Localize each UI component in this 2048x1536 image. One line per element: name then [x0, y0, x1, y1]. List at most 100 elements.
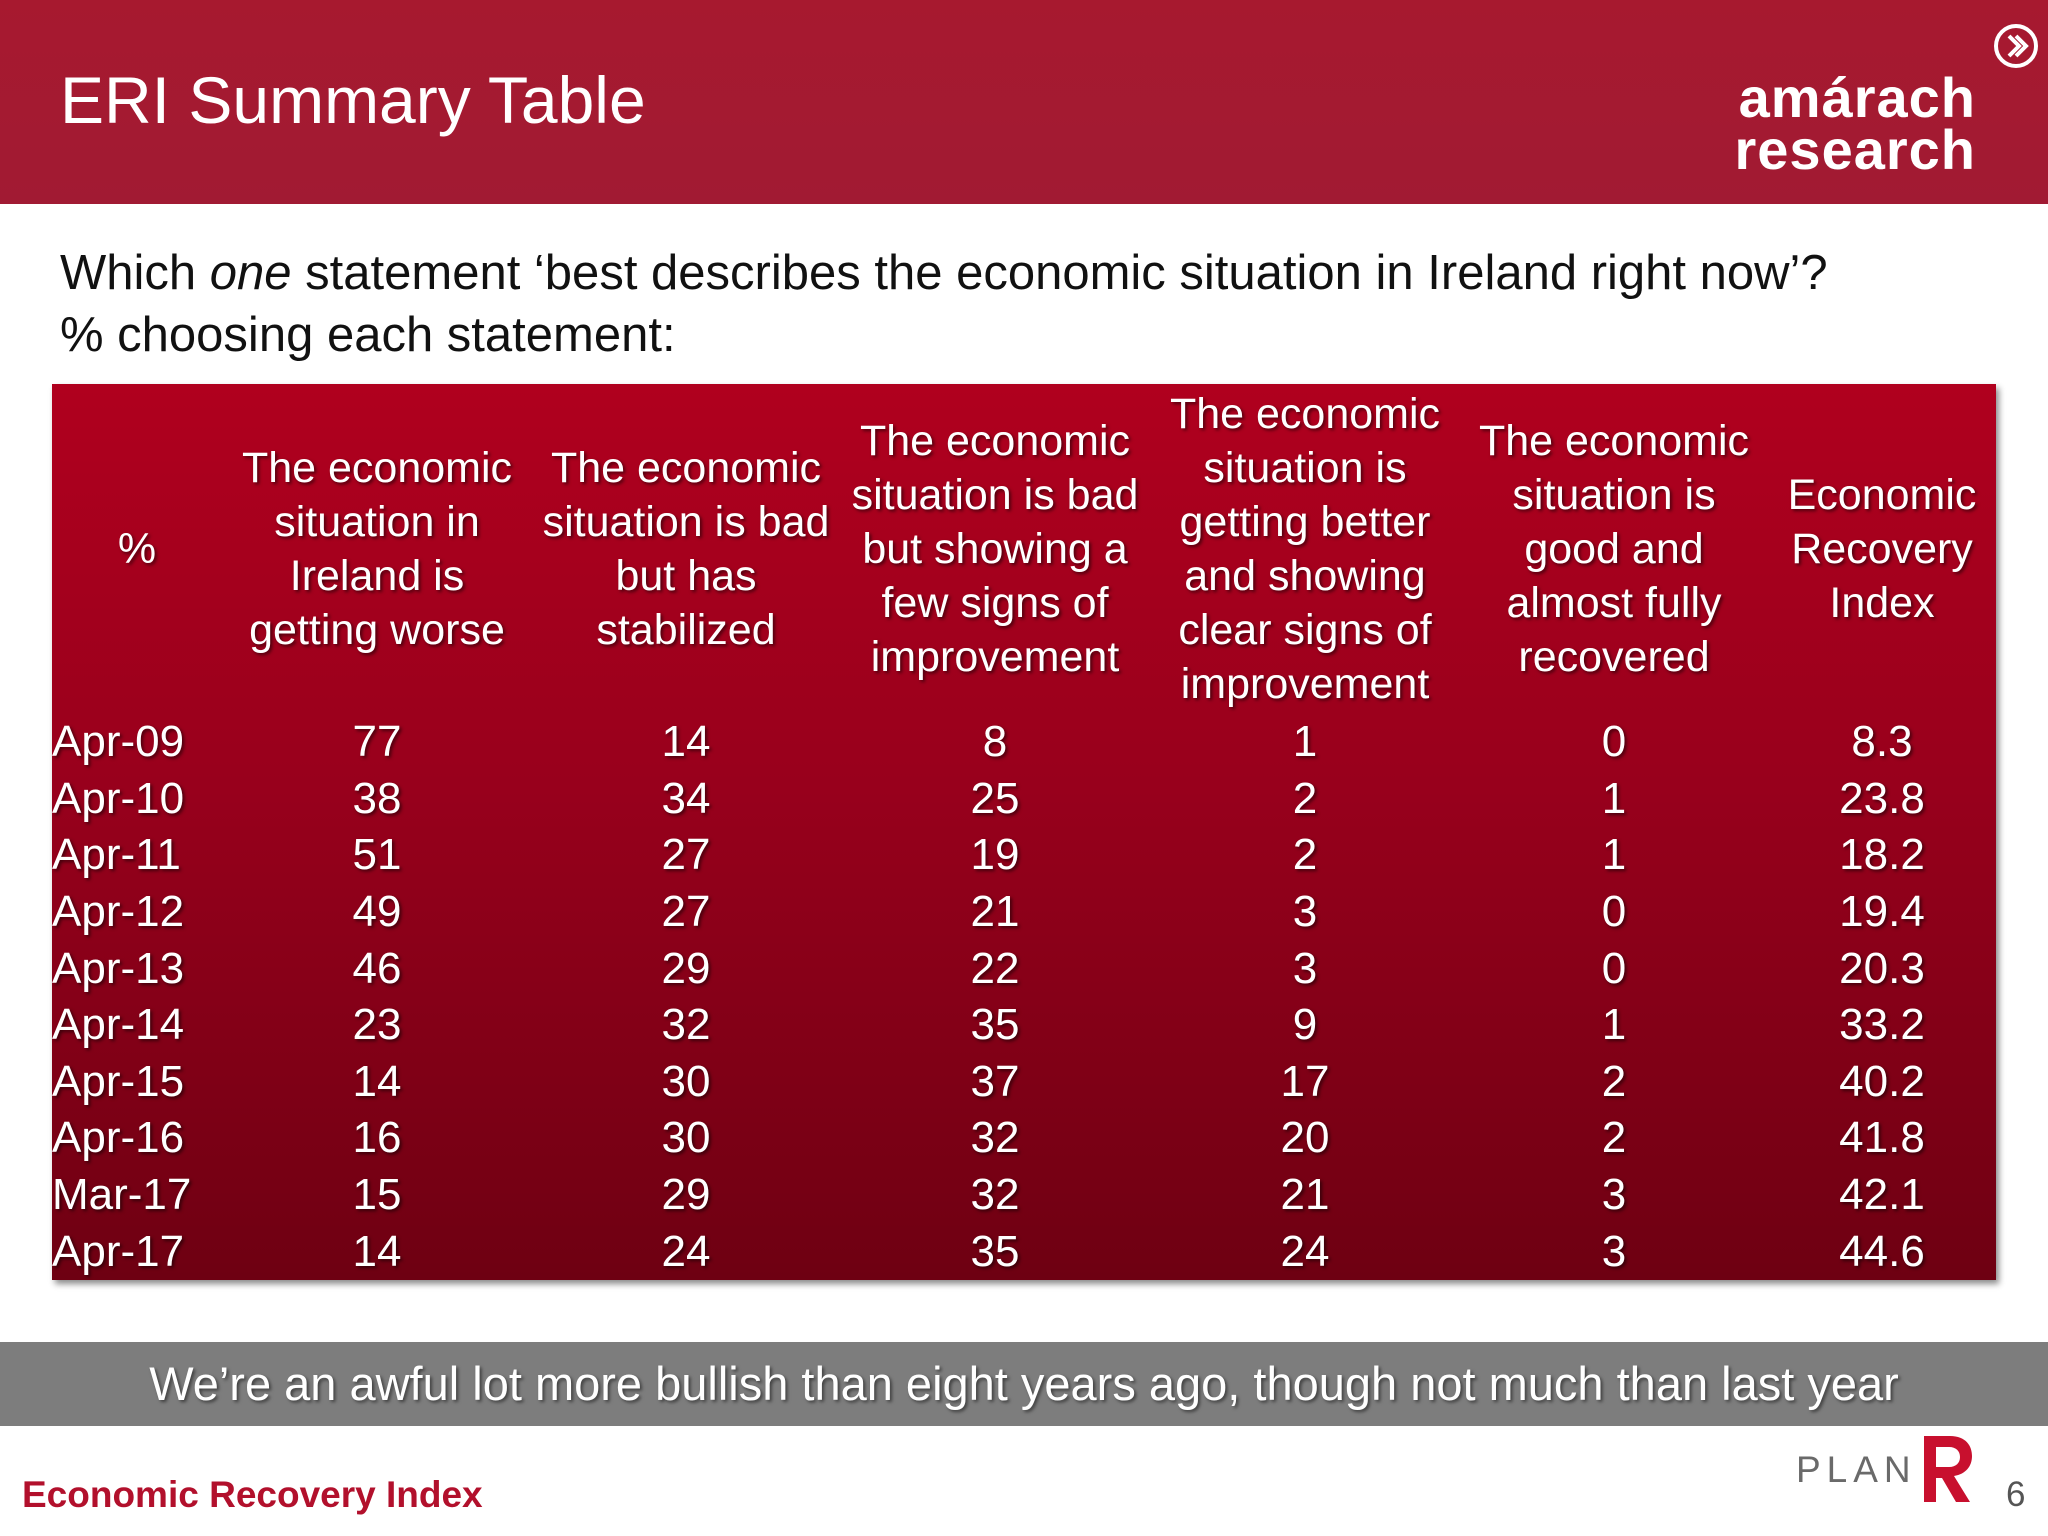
column-header-period: % [117, 525, 157, 573]
table-cell: 17 [1280, 1056, 1330, 1106]
table-cell: 21 [970, 887, 1020, 937]
footer-title: Economic Recovery Index [22, 1474, 483, 1515]
table-cell: 27 [661, 830, 711, 880]
row-period-label: Apr-13 [52, 943, 185, 993]
table-cell: 3 [1292, 943, 1318, 993]
table-row: Apr-16 16 30 32 20 2 41.8 [52, 1110, 1996, 1167]
table-cell: 38 [352, 773, 402, 823]
table-cell: 16 [352, 1113, 402, 1163]
table-cell: 30 [661, 1113, 711, 1163]
amarach-research-logo: amárach research [1734, 22, 2040, 182]
table-cell: 8 [982, 717, 1008, 767]
table-cell: 42.1 [1839, 1170, 1925, 1220]
table-row: Apr-14 23 32 35 9 1 33.2 [52, 997, 1996, 1054]
row-period-label: Apr-16 [52, 1113, 185, 1163]
table-cell: 9 [1292, 1000, 1318, 1050]
table-cell: 29 [661, 943, 711, 993]
table-row: Mar-17 15 29 32 21 3 42.1 [52, 1167, 1996, 1224]
table-cell: 0 [1601, 887, 1627, 937]
table-cell: 22 [970, 943, 1020, 993]
row-period-label: Apr-09 [52, 717, 185, 767]
slide-title: ERI Summary Table [60, 63, 646, 137]
column-header-few-signs: The economic situation is bad but showin… [851, 417, 1139, 681]
table-cell: 15 [352, 1170, 402, 1220]
table-cell: 19.4 [1839, 887, 1925, 937]
table-cell: 29 [661, 1170, 711, 1220]
table-cell: 2 [1292, 773, 1318, 823]
table-cell: 25 [970, 773, 1020, 823]
table-cell: 0 [1601, 943, 1627, 993]
question-text-before: Which [60, 246, 210, 300]
table-cell: 2 [1601, 1113, 1627, 1163]
table-cell: 32 [661, 1000, 711, 1050]
table-row: Apr-09 77 14 8 1 0 8.3 [52, 714, 1996, 771]
table-cell: 21 [1280, 1170, 1330, 1220]
plan-r-logo-icon [1924, 1436, 1972, 1502]
table-cell: 77 [352, 717, 402, 767]
table-cell: 41.8 [1839, 1113, 1925, 1163]
table-cell: 1 [1601, 830, 1627, 880]
chevron-right-circle-icon [1994, 24, 2038, 68]
column-header-getting-worse: The economic situation in Ireland is get… [241, 444, 513, 654]
question-emphasis: one [209, 246, 292, 300]
plan-logo: PLAN [1796, 1430, 1976, 1506]
table-cell: 23.8 [1839, 773, 1925, 823]
column-header-eri: Economic Recovery Index [1787, 471, 1977, 627]
table-row: Apr-12 49 27 21 3 0 19.4 [52, 884, 1996, 941]
table-row: Apr-10 38 34 25 2 1 23.8 [52, 771, 1996, 828]
row-period-label: Apr-14 [52, 1000, 185, 1050]
table-cell: 3 [1292, 887, 1318, 937]
table-cell: 40.2 [1839, 1056, 1925, 1106]
table-cell: 32 [970, 1170, 1020, 1220]
table-row: Apr-17 14 24 35 24 3 44.6 [52, 1223, 1996, 1280]
row-period-label: Apr-17 [52, 1226, 185, 1276]
table-cell: 49 [352, 887, 402, 937]
column-header-stabilized: The economic situation is bad but has st… [542, 444, 830, 654]
table-cell: 51 [352, 830, 402, 880]
row-period-label: Apr-11 [52, 830, 181, 880]
logo-line-2: research [1734, 118, 1976, 181]
table-cell: 33.2 [1839, 1000, 1925, 1050]
table-cell: 1 [1601, 773, 1627, 823]
page-number: 6 [2006, 1475, 2026, 1514]
table-cell: 14 [352, 1056, 402, 1106]
table-header-row: % The economic situation in Ireland is g… [52, 384, 1996, 714]
table-row: Apr-11 51 27 19 2 1 18.2 [52, 827, 1996, 884]
takeaway-text: We’re an awful lot more bullish than eig… [149, 1357, 1899, 1410]
table-body: Apr-09 77 14 8 1 0 8.3 Apr-10 38 34 25 2 1 23.8 Apr-11… [52, 714, 1996, 1280]
table-cell: 23 [352, 1000, 402, 1050]
table-cell: 35 [970, 1226, 1020, 1276]
table-cell: 2 [1292, 830, 1318, 880]
table-cell: 34 [661, 773, 711, 823]
table-cell: 24 [661, 1226, 711, 1276]
plan-logo-text: PLAN [1796, 1449, 1917, 1490]
table-cell: 44.6 [1839, 1226, 1925, 1276]
table-cell: 1 [1292, 717, 1318, 767]
table-cell: 18.2 [1839, 830, 1925, 880]
table-cell: 20 [1280, 1113, 1330, 1163]
question-text-after: statement ‘best describes the economic s… [291, 246, 1828, 300]
row-period-label: Mar-17 [52, 1170, 192, 1220]
table-cell: 24 [1280, 1226, 1330, 1276]
table-row: Apr-15 14 30 37 17 2 40.2 [52, 1054, 1996, 1111]
table-cell: 3 [1601, 1226, 1627, 1276]
logo-line-1: amárach [1738, 66, 1976, 129]
table-cell: 46 [352, 943, 402, 993]
table-cell: 35 [970, 1000, 1020, 1050]
takeaway-banner: We’re an awful lot more bullish than eig… [0, 1342, 2048, 1426]
question-line-1: Which one statement ‘best describes the … [60, 242, 1828, 304]
survey-question: Which one statement ‘best describes the … [60, 242, 1828, 366]
table-cell: 20.3 [1839, 943, 1925, 993]
table-cell: 2 [1601, 1056, 1627, 1106]
table-cell: 8.3 [1851, 717, 1913, 767]
table-cell: 37 [970, 1056, 1020, 1106]
table-cell: 0 [1601, 717, 1627, 767]
header-band [0, 0, 2048, 204]
eri-summary-table-container: % The economic situation in Ireland is g… [52, 384, 1996, 1280]
table-cell: 30 [661, 1056, 711, 1106]
row-period-label: Apr-15 [52, 1056, 185, 1106]
column-header-recovered: The economic situation is good and almos… [1478, 417, 1750, 681]
table-cell: 14 [352, 1226, 402, 1276]
table-cell: 1 [1601, 1000, 1627, 1050]
table-cell: 32 [970, 1113, 1020, 1163]
